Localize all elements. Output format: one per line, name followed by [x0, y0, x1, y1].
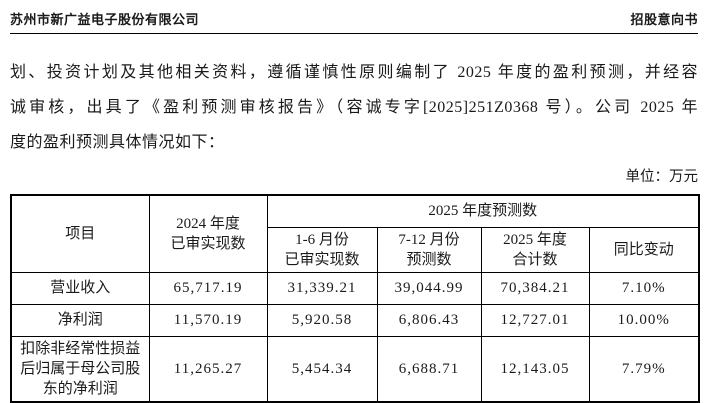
cell-2025-total: 12,143.05 — [480, 335, 590, 402]
doc-type-label: 招股意向书 — [630, 12, 698, 27]
row-label: 营业收入 — [10, 271, 150, 305]
table-header-row-2: 1-6 月份 已审实现数 7-12 月份 预测数 2025 年度 合计数 同比变… — [11, 226, 700, 273]
company-name: 苏州市新广益电子股份有限公司 — [10, 12, 200, 27]
cell-h1-actual: 5,454.34 — [266, 335, 378, 402]
cell-yoy-change: 7.10% — [588, 271, 700, 305]
cell-h2-forecast: 6,806.43 — [376, 303, 482, 337]
cell-h2-forecast: 39,044.99 — [376, 271, 482, 305]
header-cell-2025-forecast-group: 2025 年度预测数 — [266, 194, 700, 228]
table-row-net-profit: 净利润 11,570.19 5,920.58 6,806.43 12,727.0… — [10, 303, 700, 337]
cell-h1-actual: 5,920.58 — [266, 303, 378, 337]
page-header: 苏州市新广益电子股份有限公司 招股意向书 — [10, 0, 698, 34]
table-row-revenue: 营业收入 65,717.19 31,339.21 39,044.99 70,38… — [10, 271, 700, 305]
cell-h1-actual: 31,339.21 — [266, 271, 378, 305]
row-label: 扣除非经常性损益后归属于母公司股东的净利润 — [10, 335, 150, 402]
table-header-row-1: 项目 2024 年度 已审实现数 2025 年度预测数 — [10, 194, 700, 273]
paragraph-line-3: 度的盈利预测具体情况如下： — [10, 134, 225, 151]
cell-2024-actual: 11,570.19 — [148, 303, 268, 337]
cell-yoy-change: 7.79% — [588, 335, 700, 402]
paragraph-line-1: 划、投资计划及其他相关资料，遵循谨慎性原则编制了 2025 年度的盈利预测，并经… — [10, 64, 698, 81]
cell-2024-actual: 11,265.27 — [148, 335, 268, 402]
header-cell-h2-forecast: 7-12 月份 预测数 — [376, 226, 482, 273]
header-cell-2025-total: 2025 年度 合计数 — [480, 226, 590, 273]
body-paragraph: 划、投资计划及其他相关资料，遵循谨慎性原则编制了 2025 年度的盈利预测，并经… — [10, 55, 698, 160]
cell-2025-total: 12,727.01 — [480, 303, 590, 337]
paragraph-line-2: 诚审核，出具了《盈利预测审核报告》（容诚专字[2025]251Z0368 号）。… — [10, 99, 698, 116]
header-cell-h1-actual: 1-6 月份 已审实现数 — [266, 226, 378, 273]
cell-h2-forecast: 6,688.71 — [376, 335, 482, 402]
profit-forecast-table: 项目 2024 年度 已审实现数 2025 年度预测数 1-6 月份 已审实现数… — [10, 194, 701, 403]
header-cell-item: 项目 — [10, 194, 150, 273]
cell-2025-total: 70,384.21 — [480, 271, 590, 305]
header-cell-yoy-change: 同比变动 — [588, 226, 700, 273]
row-label: 净利润 — [10, 303, 150, 337]
cell-yoy-change: 10.00% — [588, 303, 700, 337]
unit-label: 单位：万元 — [625, 169, 699, 185]
table-row-deducted-net-profit: 扣除非经常性损益后归属于母公司股东的净利润 11,265.27 5,454.34… — [10, 335, 700, 402]
header-cell-2024-actual: 2024 年度 已审实现数 — [148, 194, 268, 273]
cell-2024-actual: 65,717.19 — [148, 271, 268, 305]
